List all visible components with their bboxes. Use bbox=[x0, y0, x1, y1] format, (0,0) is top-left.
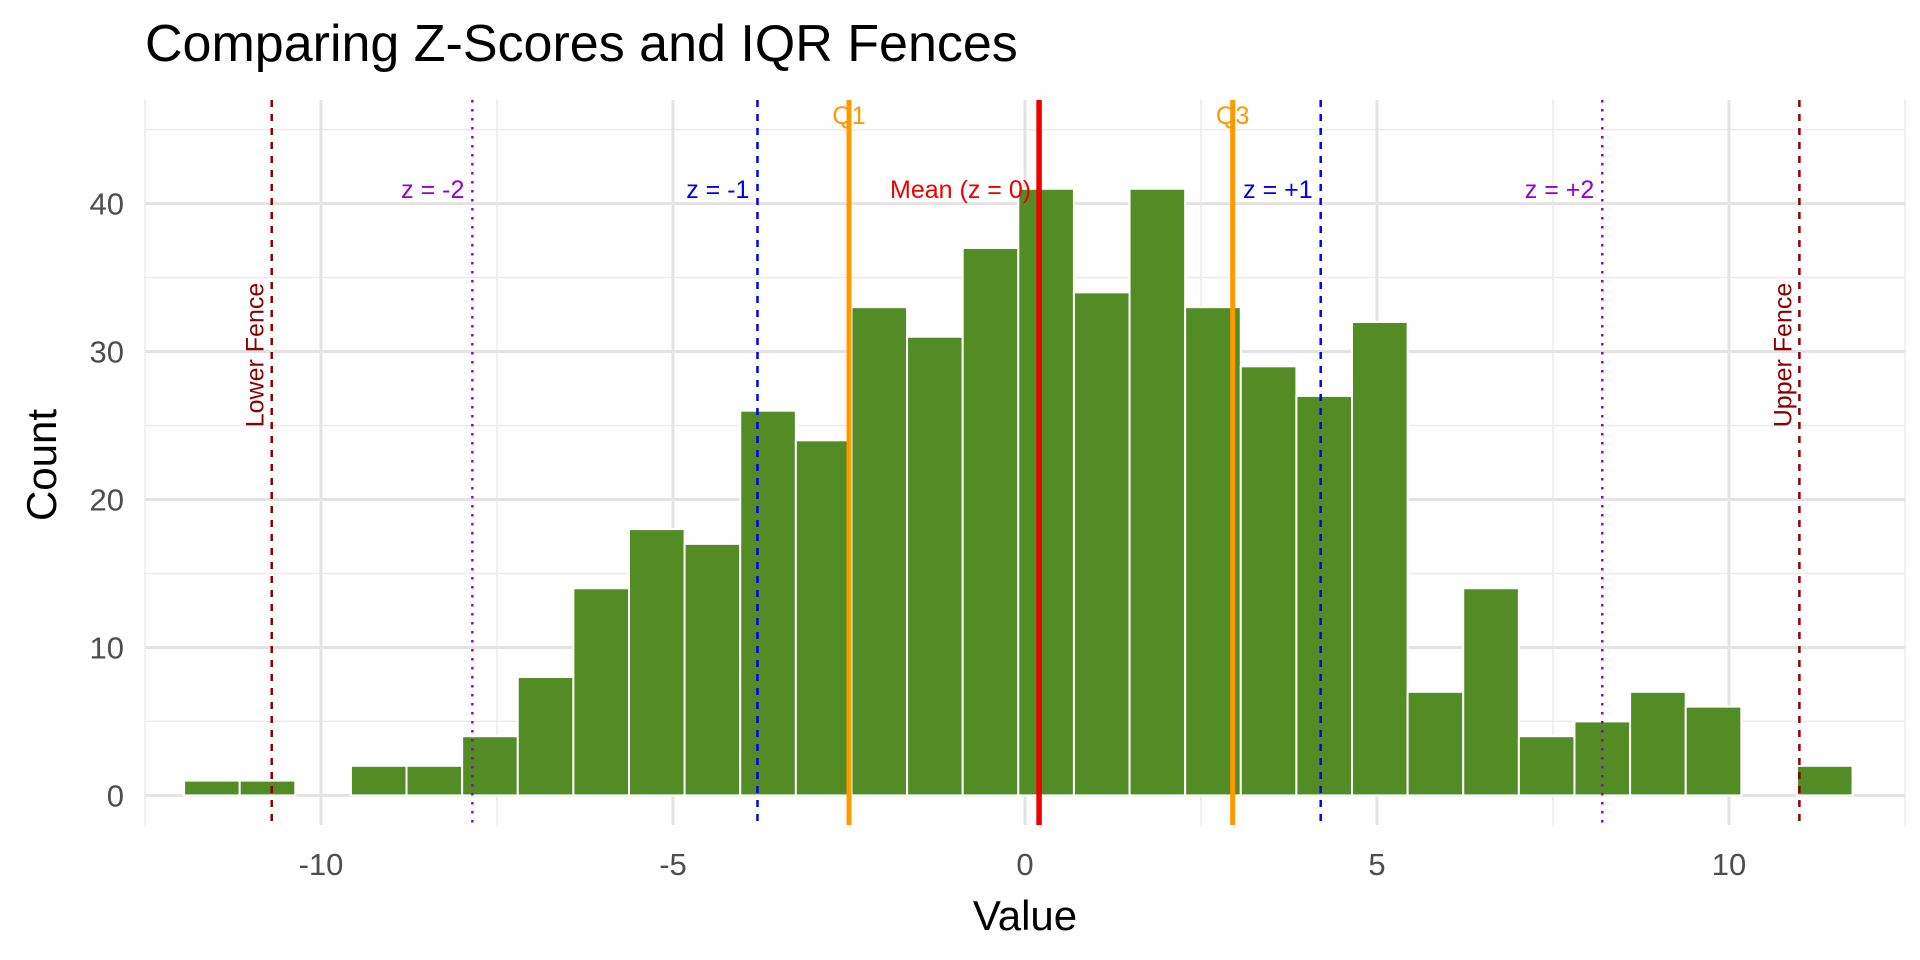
z-plus-2-label: z = +2 bbox=[1525, 176, 1595, 204]
histogram-bar bbox=[516, 676, 575, 797]
histogram-bar bbox=[1295, 394, 1354, 797]
histogram-bar bbox=[1462, 587, 1520, 797]
histogram-bar bbox=[739, 409, 797, 797]
histogram-bar bbox=[183, 779, 241, 797]
z-plus-1-label: z = +1 bbox=[1243, 176, 1313, 204]
q1-label: Q1 bbox=[832, 102, 865, 130]
reference-lines-layer bbox=[270, 100, 1801, 825]
histogram-bar bbox=[1684, 705, 1743, 797]
histogram-bar bbox=[906, 335, 964, 797]
y-tick-label: 40 bbox=[90, 187, 124, 222]
z-minus-1-label: z = -1 bbox=[686, 176, 749, 204]
x-tick-label: -5 bbox=[659, 847, 687, 882]
histogram-bar bbox=[683, 542, 742, 797]
y-tick-label: 30 bbox=[90, 335, 124, 370]
histogram-bar bbox=[961, 246, 1020, 797]
histogram-bar bbox=[349, 764, 408, 797]
x-tick-label: 10 bbox=[1712, 847, 1746, 882]
histogram-bar bbox=[572, 587, 630, 797]
chart-title: Comparing Z-Scores and IQR Fences bbox=[145, 15, 1018, 73]
histogram-bar bbox=[1128, 187, 1187, 797]
bars-layer bbox=[183, 187, 1854, 797]
upper-fence-label: Upper Fence bbox=[1769, 283, 1797, 428]
y-axis-title: Count bbox=[18, 409, 65, 521]
x-axis-title: Value bbox=[973, 892, 1077, 939]
tick-labels-layer: -10 -5 0 5 10 0 10 20 30 40 bbox=[90, 187, 1747, 882]
x-tick-label: -10 bbox=[299, 847, 344, 882]
histogram-bar bbox=[1351, 320, 1409, 797]
histogram-bar bbox=[405, 764, 464, 797]
mean-label: Mean (z = 0) bbox=[890, 176, 1031, 204]
histogram-bar bbox=[1072, 291, 1131, 797]
z-minus-2-label: z = -2 bbox=[401, 176, 464, 204]
q3-label: Q3 bbox=[1216, 102, 1249, 130]
reference-labels-layer: Lower Fence Upper Fence z = -2 z = +2 z = -1… bbox=[242, 102, 1798, 427]
y-tick-label: 10 bbox=[90, 630, 124, 665]
histogram-bar bbox=[850, 306, 909, 797]
histogram-bar bbox=[1517, 735, 1576, 797]
histogram-bar bbox=[1629, 690, 1687, 797]
x-tick-label: 0 bbox=[1016, 847, 1033, 882]
histogram-bar bbox=[628, 528, 686, 797]
y-tick-label: 20 bbox=[90, 482, 124, 517]
histogram-bar bbox=[238, 779, 297, 797]
histogram-bar bbox=[1406, 690, 1465, 797]
histogram-bar bbox=[1795, 764, 1854, 797]
y-tick-label: 0 bbox=[107, 778, 124, 813]
histogram-bar bbox=[794, 439, 853, 797]
histogram-bar bbox=[1239, 365, 1298, 797]
lower-fence-label: Lower Fence bbox=[242, 283, 270, 428]
x-tick-label: 5 bbox=[1368, 847, 1385, 882]
histogram-bar bbox=[461, 735, 519, 797]
histogram-bar bbox=[1017, 187, 1075, 797]
